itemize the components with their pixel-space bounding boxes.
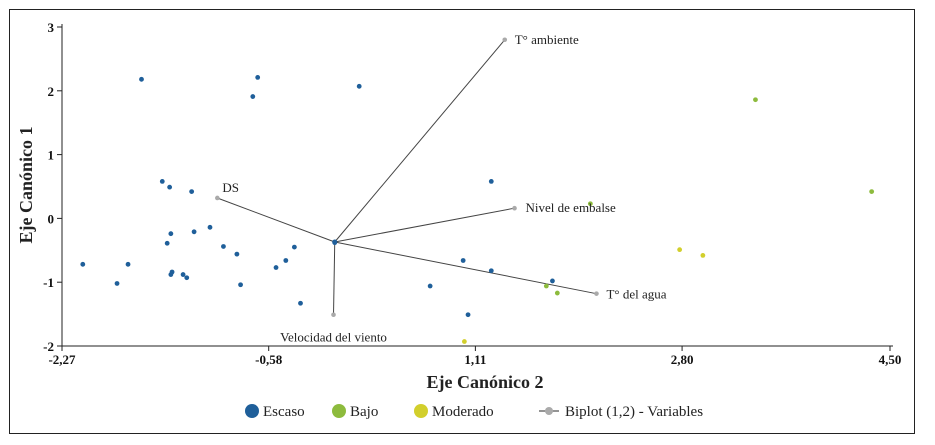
biplot-vector-line xyxy=(334,39,506,243)
point-escaso xyxy=(164,240,170,246)
legend-marker xyxy=(545,407,553,415)
biplot-vector-tip xyxy=(215,195,220,201)
x-axis-label: Eje Canónico 2 xyxy=(427,372,544,392)
x-tick-label: 4,50 xyxy=(879,352,902,367)
point-escaso xyxy=(114,281,120,286)
x-tick-label: 1,11 xyxy=(464,352,486,367)
legend-label: Escaso xyxy=(263,404,305,420)
point-escaso xyxy=(191,229,197,235)
point-escaso xyxy=(488,268,494,274)
y-tick-label: 2 xyxy=(48,84,55,99)
point-bajo xyxy=(554,290,560,296)
point-escaso xyxy=(167,184,173,190)
y-tick-label: 0 xyxy=(48,211,55,226)
biplot-vectors xyxy=(215,37,599,318)
legend-label: Moderado xyxy=(432,404,494,420)
point-escaso xyxy=(465,312,471,318)
point-escaso xyxy=(184,275,190,281)
x-tick-label: 2,80 xyxy=(671,352,694,367)
point-moderado xyxy=(461,339,467,344)
y-tick-label: -2 xyxy=(43,339,54,354)
point-bajo xyxy=(543,283,549,289)
point-escaso xyxy=(207,224,213,230)
point-escaso xyxy=(332,240,338,246)
point-escaso xyxy=(234,251,240,257)
x-tick-label: -0,58 xyxy=(255,352,283,367)
point-escaso xyxy=(291,244,297,250)
point-escaso xyxy=(460,258,466,263)
point-escaso xyxy=(550,278,555,284)
point-escaso xyxy=(189,189,195,195)
point-escaso xyxy=(139,76,144,82)
biplot-vector-tip xyxy=(594,291,599,296)
point-escaso xyxy=(238,282,243,288)
biplot-vector-tip xyxy=(331,312,336,318)
y-tick-label: 1 xyxy=(48,148,55,163)
point-escaso xyxy=(298,300,303,306)
legend-marker xyxy=(414,404,428,418)
point-escaso xyxy=(250,94,256,99)
point-escaso xyxy=(488,178,494,184)
point-escaso xyxy=(168,272,174,277)
biplot-vector-label: DS xyxy=(222,180,239,195)
y-tick-label: 3 xyxy=(48,20,55,35)
biplot-vector-line xyxy=(334,241,597,295)
y-tick-label: -1 xyxy=(43,275,54,290)
legend-label: Biplot (1,2) - Variables xyxy=(565,404,703,420)
point-bajo xyxy=(869,189,875,195)
biplot-vector-label: T° del agua xyxy=(606,287,666,302)
data-points xyxy=(80,75,875,344)
vector-labels: T° ambiente Nivel de embalse DS T° del agua… xyxy=(222,32,666,345)
point-escaso xyxy=(283,258,289,263)
point-escaso xyxy=(356,83,362,89)
x-tick-label: -2,27 xyxy=(48,352,76,367)
legend-marker xyxy=(332,404,346,418)
biplot-vector-label: Nivel de embalse xyxy=(526,200,616,215)
biplot-vector-tip xyxy=(502,37,508,43)
legend: Escaso Bajo Moderado Biplot (1,2) - Variabl… xyxy=(245,404,703,420)
point-bajo xyxy=(753,97,758,103)
biplot-vector-tip xyxy=(512,205,517,211)
biplot-vector-label: T° ambiente xyxy=(515,32,579,47)
legend-marker xyxy=(245,404,259,418)
biplot-vector-line xyxy=(217,197,335,243)
point-escaso xyxy=(168,231,174,237)
point-escaso xyxy=(273,265,279,270)
chart-frame xyxy=(9,9,915,434)
point-escaso xyxy=(80,261,86,267)
point-bajo xyxy=(587,201,593,207)
point-escaso xyxy=(159,178,165,184)
point-escaso xyxy=(221,244,226,249)
point-moderado xyxy=(677,247,683,253)
point-escaso xyxy=(125,261,131,267)
point-moderado xyxy=(700,253,706,258)
y-axis-label: Eje Canónico 1 xyxy=(16,127,36,244)
point-escaso xyxy=(180,272,186,277)
legend-label: Bajo xyxy=(350,404,378,420)
biplot-vector-line xyxy=(334,207,515,243)
axes: -2,27 -0,58 1,11 2,80 4,50 3 2 1 0 -1 -2 xyxy=(43,20,901,367)
biplot-vector-label: Velocidad del viento xyxy=(280,330,387,345)
point-escaso xyxy=(427,283,433,289)
point-escaso xyxy=(255,75,261,80)
biplot-vector-line xyxy=(333,241,336,315)
